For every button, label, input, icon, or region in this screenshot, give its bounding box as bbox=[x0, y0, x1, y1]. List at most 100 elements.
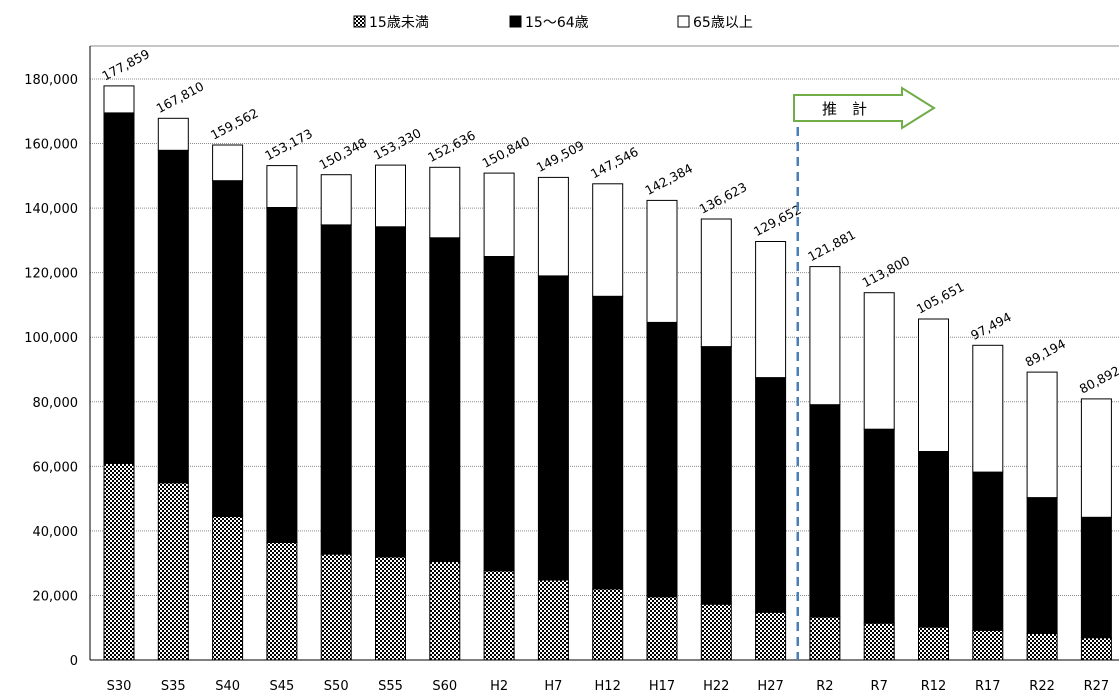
bar-65-plus bbox=[483, 172, 515, 258]
y-tick-label: 160,000 bbox=[24, 138, 78, 153]
x-tick-label: H12 bbox=[595, 679, 621, 694]
bar-65-plus bbox=[266, 165, 298, 209]
bars-layer bbox=[103, 85, 1112, 661]
bar-15-64 bbox=[1080, 516, 1112, 639]
bar-65-plus bbox=[157, 117, 189, 151]
x-tick-label: S30 bbox=[107, 679, 132, 694]
bar-under-15 bbox=[809, 616, 841, 661]
bar-15-64 bbox=[375, 226, 406, 558]
legend-label: 15～64歳 bbox=[525, 15, 589, 31]
bar-65-plus bbox=[429, 166, 461, 239]
legend-swatch bbox=[353, 15, 366, 28]
bar-under-15 bbox=[918, 626, 949, 661]
x-tick-label: H7 bbox=[544, 679, 562, 694]
bar-65-plus bbox=[320, 174, 352, 226]
bar-15-64 bbox=[972, 471, 1004, 631]
y-tick-label: 0 bbox=[70, 654, 78, 669]
x-tick-label: R7 bbox=[871, 679, 888, 694]
x-tick-label: H2 bbox=[490, 679, 508, 694]
total-label: 142,384 bbox=[642, 161, 695, 199]
total-label: 113,800 bbox=[860, 253, 913, 291]
bar-15-64 bbox=[266, 207, 298, 543]
bar-15-64 bbox=[483, 256, 515, 572]
x-tick-label: R22 bbox=[1029, 679, 1055, 694]
x-tick-label: R2 bbox=[816, 679, 833, 694]
y-tick-label: 140,000 bbox=[24, 202, 78, 217]
bar-65-plus bbox=[1080, 398, 1112, 518]
projection-arrow bbox=[793, 86, 936, 130]
bar-under-15 bbox=[212, 515, 244, 661]
bar-15-64 bbox=[429, 237, 461, 563]
y-tick-label: 20,000 bbox=[33, 589, 79, 604]
bar-65-plus bbox=[537, 176, 569, 277]
bar-under-15 bbox=[266, 542, 298, 661]
bar-65-plus bbox=[972, 344, 1004, 473]
total-label: 129,652 bbox=[751, 202, 804, 240]
bar-65-plus bbox=[592, 183, 624, 297]
bar-under-15 bbox=[483, 570, 515, 661]
projection-label: 推 計 bbox=[822, 100, 867, 118]
y-tick-label: 40,000 bbox=[33, 525, 79, 540]
bar-65-plus bbox=[103, 85, 135, 114]
total-label: 177,859 bbox=[99, 46, 152, 84]
total-label: 121,881 bbox=[805, 227, 858, 265]
total-label: 97,494 bbox=[968, 309, 1014, 343]
x-tick-label: R12 bbox=[921, 679, 947, 694]
bar-under-15 bbox=[863, 622, 895, 661]
total-label: 167,810 bbox=[154, 78, 207, 116]
x-tick-label: R17 bbox=[975, 679, 1001, 694]
bar-65-plus bbox=[1026, 371, 1058, 499]
x-tick-label: H22 bbox=[703, 679, 729, 694]
bar-under-15 bbox=[537, 579, 569, 661]
bar-15-64 bbox=[700, 346, 732, 605]
x-tick-label: S45 bbox=[270, 679, 295, 694]
total-label: 89,194 bbox=[1022, 336, 1068, 370]
bar-15-64 bbox=[103, 112, 135, 464]
bar-under-15 bbox=[1026, 633, 1058, 661]
x-tick-label: H27 bbox=[757, 679, 783, 694]
total-label: 80,892 bbox=[1077, 363, 1119, 397]
bar-15-64 bbox=[320, 224, 352, 555]
y-tick-label: 80,000 bbox=[33, 396, 79, 411]
bar-65-plus bbox=[646, 199, 678, 323]
legend-swatch bbox=[677, 15, 690, 28]
bar-65-plus bbox=[212, 144, 244, 182]
bar-15-64 bbox=[592, 295, 624, 590]
projection-marker: 推 計 bbox=[793, 86, 936, 660]
total-label: 147,546 bbox=[588, 144, 641, 182]
x-tick-label: S40 bbox=[215, 679, 240, 694]
y-tick-label: 180,000 bbox=[24, 73, 78, 88]
x-tick-label: S60 bbox=[432, 679, 457, 694]
bar-under-15 bbox=[592, 588, 624, 661]
bar-15-64 bbox=[755, 377, 787, 613]
bar-65-plus bbox=[918, 318, 949, 452]
bar-under-15 bbox=[320, 553, 352, 661]
bar-under-15 bbox=[1080, 637, 1112, 661]
total-label: 150,840 bbox=[479, 133, 532, 171]
total-label: 153,173 bbox=[262, 126, 315, 164]
x-tick-label: R27 bbox=[1084, 679, 1110, 694]
legend-swatch bbox=[509, 15, 522, 28]
bar-under-15 bbox=[755, 611, 787, 661]
legend-label: 15歳未満 bbox=[369, 15, 429, 31]
bar-under-15 bbox=[429, 561, 461, 661]
bar-15-64 bbox=[157, 149, 189, 484]
bar-65-plus bbox=[700, 218, 732, 348]
x-tick-label: S35 bbox=[161, 679, 186, 694]
bar-15-64 bbox=[212, 180, 244, 517]
bar-under-15 bbox=[375, 556, 406, 661]
bar-under-15 bbox=[972, 629, 1004, 661]
total-label: 136,623 bbox=[697, 179, 750, 217]
bar-under-15 bbox=[157, 482, 189, 661]
y-tick-label: 120,000 bbox=[24, 267, 78, 282]
bar-15-64 bbox=[537, 275, 569, 581]
y-tick-label: 60,000 bbox=[33, 460, 79, 475]
bar-under-15 bbox=[103, 462, 135, 661]
total-label: 150,348 bbox=[317, 135, 370, 173]
bar-15-64 bbox=[918, 451, 949, 628]
bar-15-64 bbox=[863, 428, 895, 624]
bar-65-plus bbox=[809, 266, 841, 406]
legend-label: 65歳以上 bbox=[693, 15, 753, 31]
bar-under-15 bbox=[700, 603, 732, 661]
